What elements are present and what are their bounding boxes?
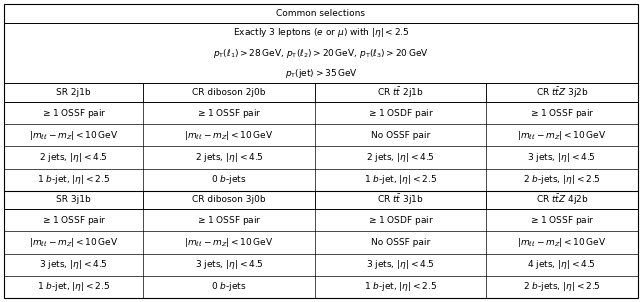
Text: 2 jets, $|\eta| < 4.5$: 2 jets, $|\eta| < 4.5$	[195, 151, 264, 164]
Text: $|m_{\ell\ell} - m_Z| < 10\,\mathrm{GeV}$: $|m_{\ell\ell} - m_Z| < 10\,\mathrm{GeV}…	[184, 236, 273, 249]
Text: Exactly 3 leptons ($e$ or $\mu$) with $|\eta| < 2.5$: Exactly 3 leptons ($e$ or $\mu$) with $|…	[232, 26, 410, 39]
Text: 1 $b$-jet, $|\eta| < 2.5$: 1 $b$-jet, $|\eta| < 2.5$	[363, 173, 437, 186]
Text: CR $t\bar{t}Z$ 4j2b: CR $t\bar{t}Z$ 4j2b	[535, 193, 588, 207]
Text: CR $t\bar{t}Z$ 3j2b: CR $t\bar{t}Z$ 3j2b	[535, 85, 588, 100]
Text: $|m_{\ell\ell} - m_Z| < 10\,\mathrm{GeV}$: $|m_{\ell\ell} - m_Z| < 10\,\mathrm{GeV}…	[517, 129, 607, 142]
Text: CR $t\bar{t}$ 2j1b: CR $t\bar{t}$ 2j1b	[377, 85, 424, 100]
Text: 1 $b$-jet, $|\eta| < 2.5$: 1 $b$-jet, $|\eta| < 2.5$	[363, 281, 437, 294]
Text: No OSSF pair: No OSSF pair	[370, 238, 430, 247]
Text: CR diboson 2j0b: CR diboson 2j0b	[193, 88, 266, 97]
Text: SR 3j1b: SR 3j1b	[56, 195, 91, 204]
Text: 0 $b$-jets: 0 $b$-jets	[211, 173, 247, 186]
Text: 3 jets, $|\eta| < 4.5$: 3 jets, $|\eta| < 4.5$	[195, 258, 264, 271]
Text: $\geq 1$ OSSF pair: $\geq 1$ OSSF pair	[529, 214, 594, 227]
Text: $p_{\mathrm{T}}(\ell_1) > 28\,\mathrm{GeV}$, $p_{\mathrm{T}}(\ell_2) > 20\,\math: $p_{\mathrm{T}}(\ell_1) > 28\,\mathrm{Ge…	[213, 47, 429, 59]
Text: 2 $b$-jets, $|\eta| < 2.5$: 2 $b$-jets, $|\eta| < 2.5$	[523, 281, 601, 294]
Text: 2 jets, $|\eta| < 4.5$: 2 jets, $|\eta| < 4.5$	[39, 151, 108, 164]
Text: 0 $b$-jets: 0 $b$-jets	[211, 281, 247, 294]
Text: $\geq 1$ OSSF pair: $\geq 1$ OSSF pair	[529, 107, 594, 120]
Text: SR 2j1b: SR 2j1b	[56, 88, 91, 97]
Text: $\geq 1$ OSSF pair: $\geq 1$ OSSF pair	[196, 107, 262, 120]
Text: $p_{\mathrm{T}}(\mathrm{jet}) > 35\,\mathrm{GeV}$: $p_{\mathrm{T}}(\mathrm{jet}) > 35\,\mat…	[284, 67, 358, 80]
Text: $\geq 1$ OSSF pair: $\geq 1$ OSSF pair	[196, 214, 262, 227]
Text: $\geq 1$ OSSF pair: $\geq 1$ OSSF pair	[41, 214, 107, 227]
Text: 1 $b$-jet, $|\eta| < 2.5$: 1 $b$-jet, $|\eta| < 2.5$	[37, 281, 110, 294]
Text: $|m_{\ell\ell} - m_Z| < 10\,\mathrm{GeV}$: $|m_{\ell\ell} - m_Z| < 10\,\mathrm{GeV}…	[184, 129, 273, 142]
Text: $|m_{\ell\ell} - m_Z| < 10\,\mathrm{GeV}$: $|m_{\ell\ell} - m_Z| < 10\,\mathrm{GeV}…	[517, 236, 607, 249]
Text: $\geq 1$ OSSF pair: $\geq 1$ OSSF pair	[41, 107, 107, 120]
Text: 2 jets, $|\eta| < 4.5$: 2 jets, $|\eta| < 4.5$	[366, 151, 435, 164]
Text: 4 jets, $|\eta| < 4.5$: 4 jets, $|\eta| < 4.5$	[528, 258, 596, 271]
Text: 2 $b$-jets, $|\eta| < 2.5$: 2 $b$-jets, $|\eta| < 2.5$	[523, 173, 601, 186]
Text: $|m_{\ell\ell} - m_Z| < 10\,\mathrm{GeV}$: $|m_{\ell\ell} - m_Z| < 10\,\mathrm{GeV}…	[29, 129, 118, 142]
Text: 1 $b$-jet, $|\eta| < 2.5$: 1 $b$-jet, $|\eta| < 2.5$	[37, 173, 110, 186]
Text: No OSSF pair: No OSSF pair	[370, 131, 430, 140]
Text: CR $t\bar{t}$ 3j1b: CR $t\bar{t}$ 3j1b	[377, 193, 424, 207]
Text: $\geq 1$ OSDF pair: $\geq 1$ OSDF pair	[367, 214, 434, 227]
Text: $\geq 1$ OSDF pair: $\geq 1$ OSDF pair	[367, 107, 434, 120]
Text: 3 jets, $|\eta| < 4.5$: 3 jets, $|\eta| < 4.5$	[39, 258, 108, 271]
Text: $|m_{\ell\ell} - m_Z| < 10\,\mathrm{GeV}$: $|m_{\ell\ell} - m_Z| < 10\,\mathrm{GeV}…	[29, 236, 118, 249]
Text: 3 jets, $|\eta| < 4.5$: 3 jets, $|\eta| < 4.5$	[366, 258, 435, 271]
Text: 3 jets, $|\eta| < 4.5$: 3 jets, $|\eta| < 4.5$	[528, 151, 596, 164]
Text: CR diboson 3j0b: CR diboson 3j0b	[192, 195, 266, 204]
Text: Common selections: Common selections	[277, 9, 365, 18]
